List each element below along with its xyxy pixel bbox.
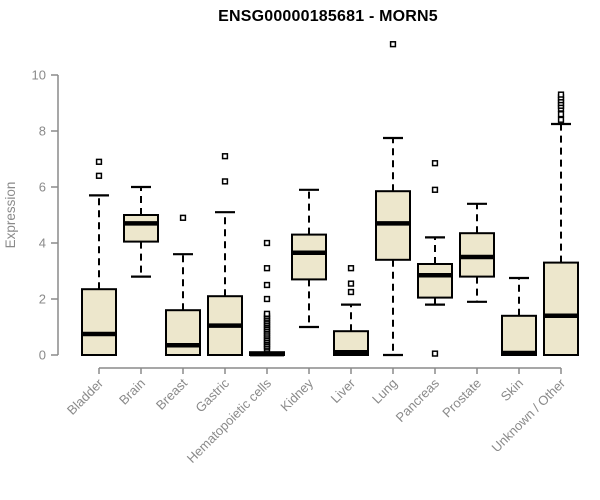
outlier-liver [347,265,355,272]
x-tick-label-breast: Breast [153,375,190,412]
x-tick-label-brain: Brain [116,376,148,408]
x-tick-label-prostate: Prostate [439,376,484,421]
outlier-bladder [95,158,103,165]
y-tick-label-6: 6 [39,180,46,195]
outlier-pancreas [431,160,439,167]
x-tick-label-bladder: Bladder [64,375,107,418]
x-tick-label-lung: Lung [369,376,400,407]
x-tick-label-gastric: Gastric [192,375,232,415]
outlier-unknown-other [557,111,565,118]
chart-title: ENSG00000185681 - MORN5 [218,8,438,25]
outlier-hematopoietic-cells [263,265,271,272]
x-tick-label-kidney: Kidney [277,375,316,414]
box-kidney [291,233,327,281]
outlier-hematopoietic-cells [263,239,271,247]
y-axis-label: Expression [3,182,18,249]
y-tick-label-8: 8 [39,124,46,139]
box-pancreas [417,263,453,299]
outlier-unknown-other [557,116,565,123]
outlier-bladder [95,172,103,179]
outlier-liver [347,280,355,287]
box-breast [165,309,201,357]
outlier-unknown-other [557,91,565,98]
box-brain [123,214,159,243]
outlier-pancreas [431,350,439,357]
box-bladder [81,288,117,357]
outlier-gastric [221,153,229,160]
box-unknown-other [543,261,579,357]
outlier-breast [179,214,187,221]
y-tick-label-2: 2 [39,292,46,307]
outlier-lung [389,41,397,48]
outlier-hematopoietic-cells [263,310,271,317]
x-tick-label-liver: Liver [328,375,359,406]
outlier-hematopoietic-cells [263,295,271,303]
outlier-hematopoietic-cells [263,281,271,289]
y-tick-label-0: 0 [39,348,46,363]
y-tick-label-4: 4 [39,236,46,251]
outlier-gastric [221,178,229,185]
x-tick-label-pancreas: Pancreas [393,375,443,425]
x-tick-label-unknown-other: Unknown / Other [489,375,569,455]
x-tick-label-skin: Skin [498,376,526,404]
y-tick-label-10: 10 [32,68,46,83]
box-skin [501,314,537,356]
outlier-pancreas [431,186,439,193]
box-liver [333,330,369,357]
outlier-liver [347,288,355,296]
